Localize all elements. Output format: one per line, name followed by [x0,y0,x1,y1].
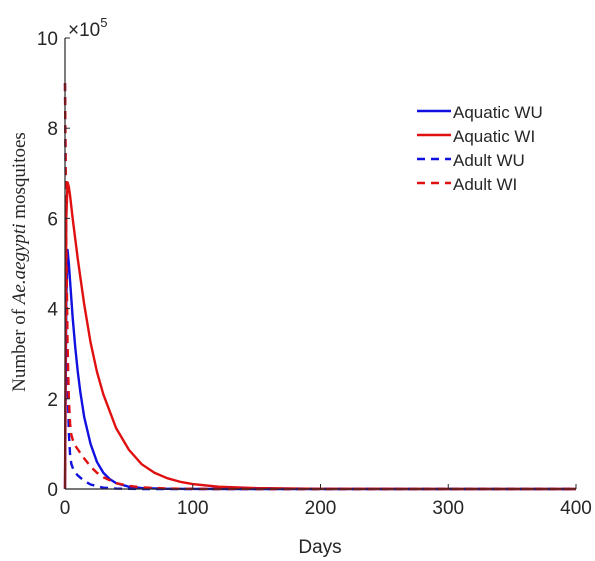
x-axis-label: Days [298,537,341,558]
x-tick-label: 0 [60,498,71,519]
y-tick-label: 8 [47,119,58,140]
y-tick-label: 10 [37,29,58,50]
y-axis-label-species: Ae.aegypti [9,224,30,307]
tick-labels: 0 100 200 300 400 0 2 4 6 8 10 [37,29,592,519]
series-line-aquatic-wu [63,248,576,491]
y-tick-label: 6 [47,209,58,230]
y-tick-label: 2 [47,390,58,411]
x-tick-label: 300 [432,498,464,519]
series-line-adult-wi [63,83,576,491]
y-exponent-power: 5 [100,15,107,30]
y-tick-label: 0 [47,480,58,501]
axes [64,37,577,490]
y-exponent-label: ×105 [68,15,107,41]
legend: Aquatic WU Aquatic WI Adult WU Adult WI [417,103,543,194]
legend-label-adult-wu: Adult WU [453,151,525,170]
y-axis-label-prefix: Number of [9,304,30,392]
legend-label-adult-wi: Adult WI [453,175,517,194]
legend-label-aquatic-wi: Aquatic WI [453,127,535,146]
legend-label-aquatic-wu: Aquatic WU [453,103,543,122]
y-axis-label: Number of Ae.aegypti mosquitoes [9,132,30,392]
x-tick-label: 200 [305,498,337,519]
x-tick-label: 100 [177,498,209,519]
y-tick-label: 4 [47,300,58,321]
series-line-aquatic-wi [63,181,576,491]
x-tick-label: 400 [560,498,592,519]
y-axis-label-suffix: mosquitoes [9,132,30,223]
